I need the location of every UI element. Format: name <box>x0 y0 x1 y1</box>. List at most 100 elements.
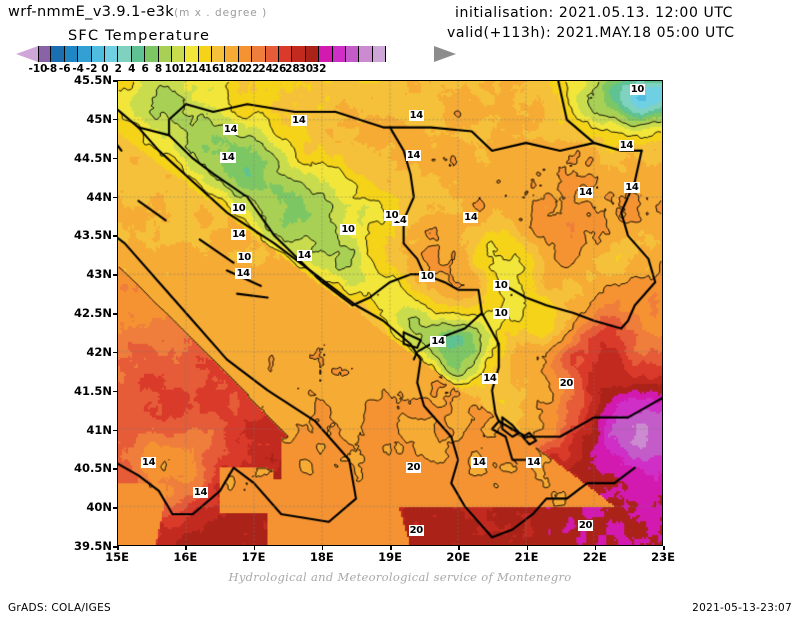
latitude-tick <box>113 546 117 548</box>
colorbar-tick: 22 <box>244 63 260 75</box>
longitude-tick <box>321 546 324 550</box>
latitude-tick <box>113 429 117 431</box>
latitude-label: 44.5N <box>74 150 112 165</box>
longitude-tick <box>390 546 392 550</box>
longitude-label: 17E <box>241 550 266 564</box>
colorbar-tick: 20 <box>231 63 247 75</box>
colorbar-tick: 0 <box>101 63 109 75</box>
latitude-tick <box>113 390 117 393</box>
colorbar-tick: 10 <box>164 63 180 75</box>
latitude-tick <box>113 157 117 160</box>
contour-value-label: 14 <box>482 373 498 385</box>
latitude-label: 40N <box>86 500 112 515</box>
contour-value-label: 20 <box>405 461 422 473</box>
contour-value-label: 14 <box>618 140 635 152</box>
latitude-label: 39.5N <box>74 539 112 553</box>
grads-stamp: GrADS: COLA/IGES <box>8 602 112 614</box>
colorbar-swatch <box>252 46 266 62</box>
longitude-label: 22E <box>582 550 607 564</box>
colorbar-swatch <box>212 46 226 62</box>
valid-time: valid(+113h): 2021.MAY.18 05:00 UTC <box>447 25 735 41</box>
latitude-label: 42.5N <box>74 306 112 320</box>
colorbar-swatch <box>145 46 159 62</box>
contour-value-label: 10 <box>629 84 646 96</box>
contour-value-label: 14 <box>577 186 594 198</box>
colorbar-tick: -10 <box>28 63 48 75</box>
contour-value-label: 14 <box>141 457 157 469</box>
contour-value-label: 14 <box>624 182 640 194</box>
colorbar-swatch <box>198 46 213 62</box>
contour-value-label: 14 <box>392 214 408 226</box>
colorbar-tick: -2 <box>85 63 98 75</box>
colorbar-over-arrow <box>434 46 456 62</box>
latitude-label: 45.5N <box>74 73 112 87</box>
colorbar-swatch <box>118 46 132 62</box>
model-units-text: (m x . degree ) <box>174 7 268 19</box>
colorbar-swatch <box>292 46 306 62</box>
contour-value-label: 14 <box>296 249 312 261</box>
colorbar-tick: 14 <box>191 63 206 75</box>
colorbar-swatch <box>345 46 360 62</box>
latitude-tick <box>113 507 117 509</box>
longitude-label: 20E <box>446 550 471 564</box>
colorbar-tick: -4 <box>72 63 84 75</box>
latitude-label: 40.5N <box>74 461 112 476</box>
colorbar-tick: -8 <box>45 63 58 75</box>
contour-value-label: 14 <box>231 228 247 240</box>
contour-value-label: 10 <box>493 308 509 319</box>
field-title: SFC Temperature <box>68 28 211 44</box>
contour-value-label: 14 <box>408 109 424 121</box>
colorbar-tick: 16 <box>204 63 220 75</box>
credit-line: Hydrological and Meteorological service … <box>228 570 572 584</box>
latitude-tick <box>113 118 117 121</box>
longitude-tick <box>526 546 528 550</box>
colorbar-swatch <box>78 46 92 62</box>
colorbar-under-arrow <box>16 46 38 62</box>
contour-value-label: 10 <box>493 280 509 292</box>
contour-value-label: 14 <box>291 114 307 126</box>
colorbar-tick: 24 <box>258 63 273 75</box>
latitude-tick <box>113 196 117 198</box>
model-title: wrf-nmmE_v3.9.1-e3k(m x . degree ) <box>8 4 267 20</box>
contour-value-label: 20 <box>577 520 594 532</box>
contour-value-label: 10 <box>340 224 356 236</box>
contour-value-label: 20 <box>408 524 424 536</box>
latitude-tick <box>113 313 117 315</box>
longitude-label: 23E <box>651 550 675 564</box>
colorbar-swatch <box>372 46 387 62</box>
colorbar-swatch <box>51 46 65 62</box>
colorbar-swatch <box>225 46 239 62</box>
longitude-tick <box>117 546 119 550</box>
colorbar-swatch <box>104 46 119 62</box>
colorbar-tick-labels: -10 -8 -6 -4 -2 0 2 4 6 8 10 12 14 16 18 20 22 24 26 28 30 32 <box>28 63 326 76</box>
temperature-colorbar: -10 -8 -6 -4 -2 0 2 4 6 8 10 12 14 16 18 20 22 24 26 28 30 32 <box>10 46 460 76</box>
latitude-label: 42N <box>86 344 112 359</box>
longitude-label: 19E <box>378 550 402 564</box>
longitude-tick <box>663 546 665 550</box>
colorbar-swatch <box>332 46 346 62</box>
colorbar-tick: 30 <box>298 63 314 75</box>
contour-value-label: 14 <box>192 487 209 499</box>
colorbar-tick: -6 <box>58 63 71 75</box>
latitude-tick <box>113 274 117 276</box>
latitude-label: 43N <box>86 267 112 282</box>
latitude-label: 45N <box>86 111 112 126</box>
contour-value-label: 14 <box>405 149 422 161</box>
colorbar-swatch <box>265 46 280 62</box>
temperature-map[interactable] <box>117 80 663 546</box>
longitude-label: 21E <box>514 550 539 564</box>
contour-value-label: 14 <box>525 457 542 469</box>
render-timestamp: 2021-05-13-23:07 <box>692 602 792 614</box>
colorbar-swatch <box>131 46 146 62</box>
colorbar-tick: 2 <box>114 63 122 75</box>
model-title-text: wrf-nmmE_v3.9.1-e3k <box>8 4 175 20</box>
colorbar-tick: 4 <box>128 63 136 75</box>
latitude-label: 41N <box>86 422 112 437</box>
colorbar-swatch <box>38 46 52 62</box>
colorbar-swatch <box>64 46 79 62</box>
colorbar-swatch <box>91 46 105 62</box>
latitude-tick <box>113 235 117 237</box>
latitude-label: 43.5N <box>74 228 112 243</box>
contour-value-label: 14 <box>222 123 239 135</box>
longitude-tick <box>185 546 187 550</box>
